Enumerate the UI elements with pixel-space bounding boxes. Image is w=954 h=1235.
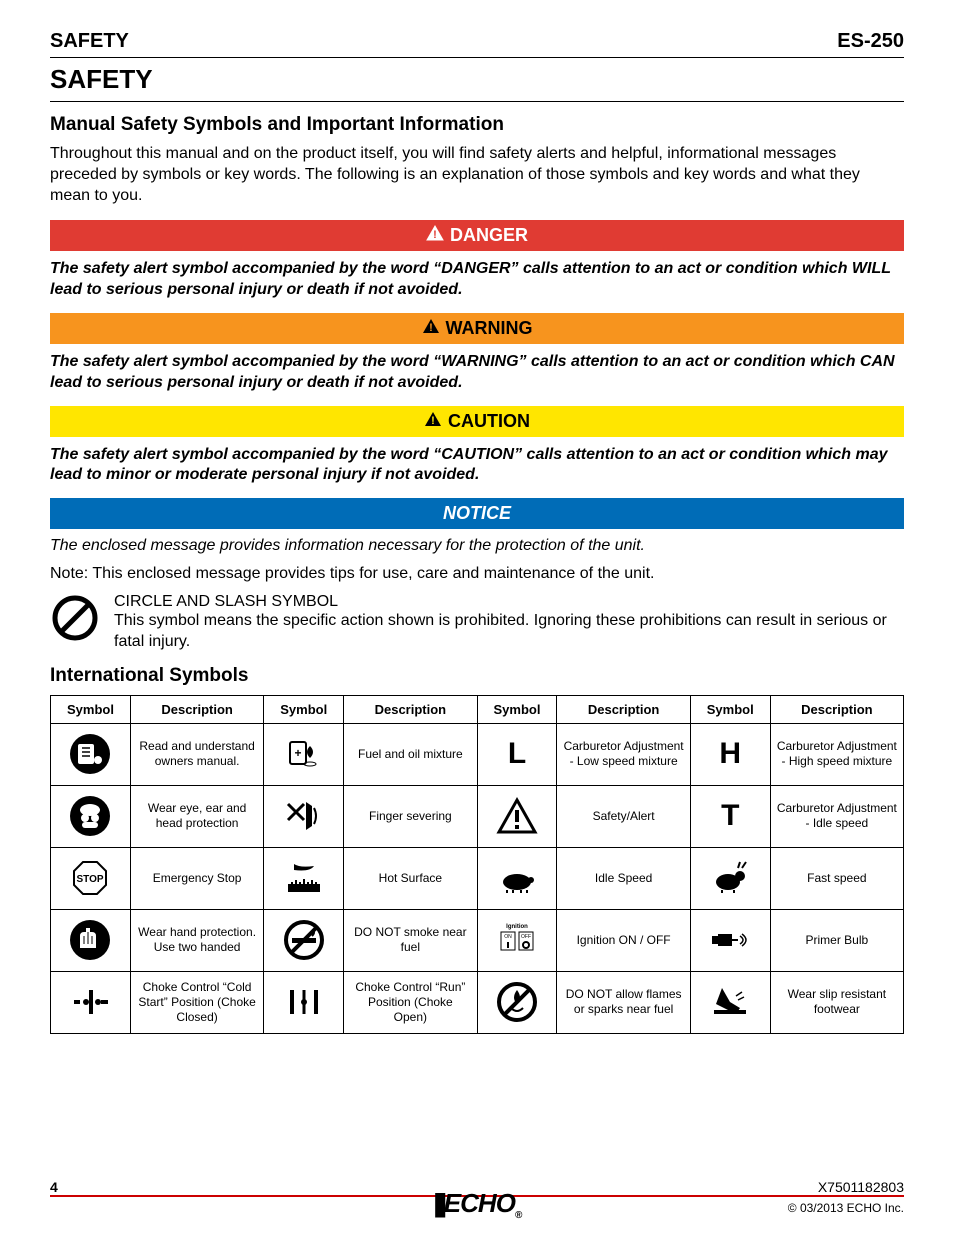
symbol-desc: Carburetor Adjustment - High speed mixtu… — [770, 723, 903, 785]
section-heading-international: International Symbols — [50, 665, 904, 687]
symbol-desc: Hot Surface — [344, 847, 477, 909]
alert-triangle-icon: ! — [426, 225, 444, 246]
table-row: STOP Emergency Stop Hot Surface Idle Speed F… — [51, 847, 904, 909]
svg-text:!: ! — [429, 322, 433, 334]
symbol-icon — [690, 909, 770, 971]
caution-label: CAUTION — [448, 411, 530, 432]
symbol-icon — [51, 909, 131, 971]
symbol-desc: Finger severing — [344, 785, 477, 847]
symbol-desc: Wear slip resistant footwear — [770, 971, 903, 1033]
svg-text:Ignition: Ignition — [506, 924, 528, 930]
svg-text:!: ! — [431, 415, 435, 427]
svg-text:+: + — [294, 746, 301, 760]
table-header: Description — [770, 695, 903, 723]
caution-bar: ! CAUTION — [50, 406, 904, 437]
table-row: Wear hand protection. Use two handed DO N… — [51, 909, 904, 971]
symbol-icon: + — [264, 723, 344, 785]
symbol-desc: Fuel and oil mixture — [344, 723, 477, 785]
note-text: Note: This enclosed message provides tip… — [50, 565, 904, 583]
symbol-desc: Carburetor Adjustment - Low speed mixtur… — [557, 723, 690, 785]
page-title: SAFETY — [50, 64, 904, 102]
symbol-desc: Safety/Alert — [557, 785, 690, 847]
table-row: Wear eye, ear and head protection Finger … — [51, 785, 904, 847]
svg-text:OFF: OFF — [521, 934, 531, 940]
header-left: SAFETY — [50, 30, 129, 53]
symbol-desc: Choke Control “Run” Position (Choke Open… — [344, 971, 477, 1033]
table-header: Description — [344, 695, 477, 723]
table-header: Description — [557, 695, 690, 723]
symbols-table: SymbolDescriptionSymbolDescriptionSymbol… — [50, 695, 904, 1034]
symbol-desc: Wear eye, ear and head protection — [130, 785, 263, 847]
symbol-icon: H — [690, 723, 770, 785]
table-row: Choke Control “Cold Start” Position (Cho… — [51, 971, 904, 1033]
symbol-desc: DO NOT allow flames or sparks near fuel — [557, 971, 690, 1033]
table-header: Description — [130, 695, 263, 723]
alert-triangle-icon: ! — [422, 318, 440, 339]
warning-text: The safety alert symbol accompanied by t… — [50, 352, 904, 394]
symbol-icon — [51, 785, 131, 847]
page-header: SAFETY ES-250 — [50, 30, 904, 58]
danger-bar: ! DANGER — [50, 220, 904, 251]
symbol-desc: Idle Speed — [557, 847, 690, 909]
circle-slash-row: CIRCLE AND SLASH SYMBOL This symbol mean… — [50, 593, 904, 653]
symbol-desc: Primer Bulb — [770, 909, 903, 971]
circle-slash-icon — [50, 593, 100, 647]
svg-text:STOP: STOP — [77, 874, 104, 885]
symbol-icon — [264, 971, 344, 1033]
symbol-desc: Read and understand owners manual. — [130, 723, 263, 785]
table-header: Symbol — [690, 695, 770, 723]
symbol-icon: STOP — [51, 847, 131, 909]
table-header: Symbol — [264, 695, 344, 723]
warning-label: WARNING — [446, 318, 533, 339]
symbol-desc: Fast speed — [770, 847, 903, 909]
svg-text:!: ! — [433, 229, 437, 241]
symbol-icon: L — [477, 723, 557, 785]
symbol-icon: T — [690, 785, 770, 847]
danger-label: DANGER — [450, 225, 528, 246]
svg-text:ON: ON — [504, 934, 512, 940]
notice-bar: NOTICE — [50, 498, 904, 529]
symbol-desc: Wear hand protection. Use two handed — [130, 909, 263, 971]
symbol-desc: DO NOT smoke near fuel — [344, 909, 477, 971]
symbol-icon — [477, 847, 557, 909]
notice-label: NOTICE — [443, 503, 511, 524]
symbol-icon — [264, 909, 344, 971]
circle-slash-desc: This symbol means the specific action sh… — [114, 611, 904, 653]
table-header: Symbol — [51, 695, 131, 723]
header-right: ES-250 — [837, 30, 904, 53]
symbol-icon — [264, 785, 344, 847]
caution-text: The safety alert symbol accompanied by t… — [50, 445, 904, 487]
echo-logo: ||||ECHO® — [433, 1188, 522, 1221]
notice-text: The enclosed message provides informatio… — [50, 537, 904, 555]
symbol-desc: Choke Control “Cold Start” Position (Cho… — [130, 971, 263, 1033]
symbol-icon — [51, 723, 131, 785]
alert-triangle-icon: ! — [424, 411, 442, 432]
danger-text: The safety alert symbol accompanied by t… — [50, 259, 904, 301]
symbol-icon — [690, 971, 770, 1033]
symbol-desc: Emergency Stop — [130, 847, 263, 909]
symbol-desc: Carburetor Adjustment - Idle speed — [770, 785, 903, 847]
symbol-icon: Ignition ON OFF — [477, 909, 557, 971]
symbol-icon — [264, 847, 344, 909]
symbol-icon — [477, 785, 557, 847]
doc-number: X7501182803 — [818, 1179, 904, 1195]
table-row: Read and understand owners manual. + Fuel … — [51, 723, 904, 785]
section-heading-symbols: Manual Safety Symbols and Important Info… — [50, 114, 904, 136]
warning-bar: ! WARNING — [50, 313, 904, 344]
symbol-desc: Ignition ON / OFF — [557, 909, 690, 971]
intro-text: Throughout this manual and on the produc… — [50, 144, 904, 206]
symbol-icon — [477, 971, 557, 1033]
page-number: 4 — [50, 1179, 58, 1195]
table-header: Symbol — [477, 695, 557, 723]
symbol-icon — [690, 847, 770, 909]
page-footer: 4 ||||ECHO® X7501182803 © 03/2013 ECHO I… — [50, 1179, 904, 1215]
circle-slash-title: CIRCLE AND SLASH SYMBOL — [114, 593, 904, 611]
symbol-icon — [51, 971, 131, 1033]
